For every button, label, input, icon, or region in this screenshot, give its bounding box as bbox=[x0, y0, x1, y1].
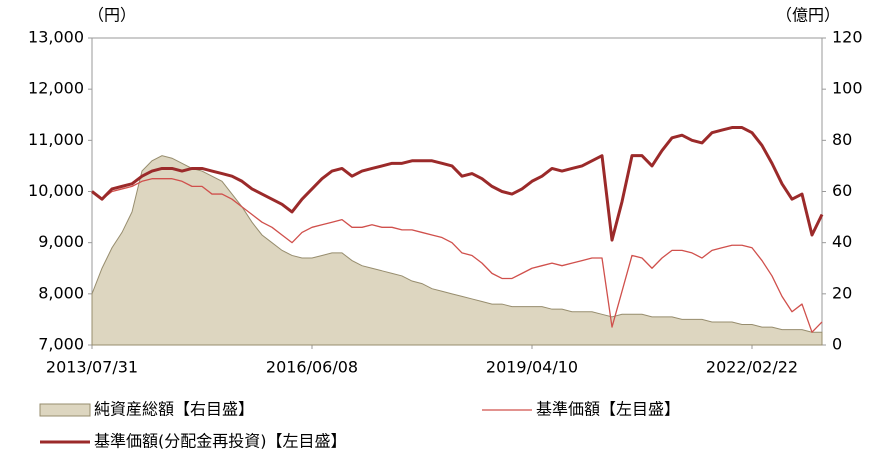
y-axis-unit: （円） bbox=[88, 6, 136, 25]
x-tick-label: 2022/02/22 bbox=[706, 358, 798, 377]
y2-tick-label: 100 bbox=[832, 79, 863, 98]
area bbox=[91, 155, 823, 346]
legend-label: 基準価額(分配金再投資)【左目盛】 bbox=[94, 432, 347, 451]
legend-swatch bbox=[39, 403, 91, 417]
line bbox=[91, 126, 824, 242]
x-tick-label: 2013/07/31 bbox=[46, 358, 138, 377]
y2-tick-label: 40 bbox=[832, 232, 852, 251]
y2-tick-label: 20 bbox=[832, 283, 852, 302]
y2-tick-label: 60 bbox=[832, 181, 852, 200]
y-tick-label: 11,000 bbox=[28, 130, 84, 149]
y-tick-label: 9,000 bbox=[38, 232, 84, 251]
y-tick-label: 8,000 bbox=[38, 283, 84, 302]
y2-tick-label: 0 bbox=[832, 335, 842, 354]
legend-label: 基準価額【左目盛】 bbox=[536, 400, 680, 419]
y-tick-label: 12,000 bbox=[28, 79, 84, 98]
y2-tick-label: 120 bbox=[832, 28, 863, 47]
x-tick-label: 2016/06/08 bbox=[266, 358, 358, 377]
y-tick-label: 7,000 bbox=[38, 335, 84, 354]
line bbox=[91, 178, 823, 333]
legend-label: 純資産総額【右目盛】 bbox=[94, 400, 254, 419]
y-tick-label: 13,000 bbox=[28, 28, 84, 47]
y2-axis-unit: （億円） bbox=[776, 6, 840, 25]
y-tick-label: 10,000 bbox=[28, 181, 84, 200]
x-tick-label: 2019/04/10 bbox=[486, 358, 578, 377]
y2-tick-label: 80 bbox=[832, 130, 852, 149]
